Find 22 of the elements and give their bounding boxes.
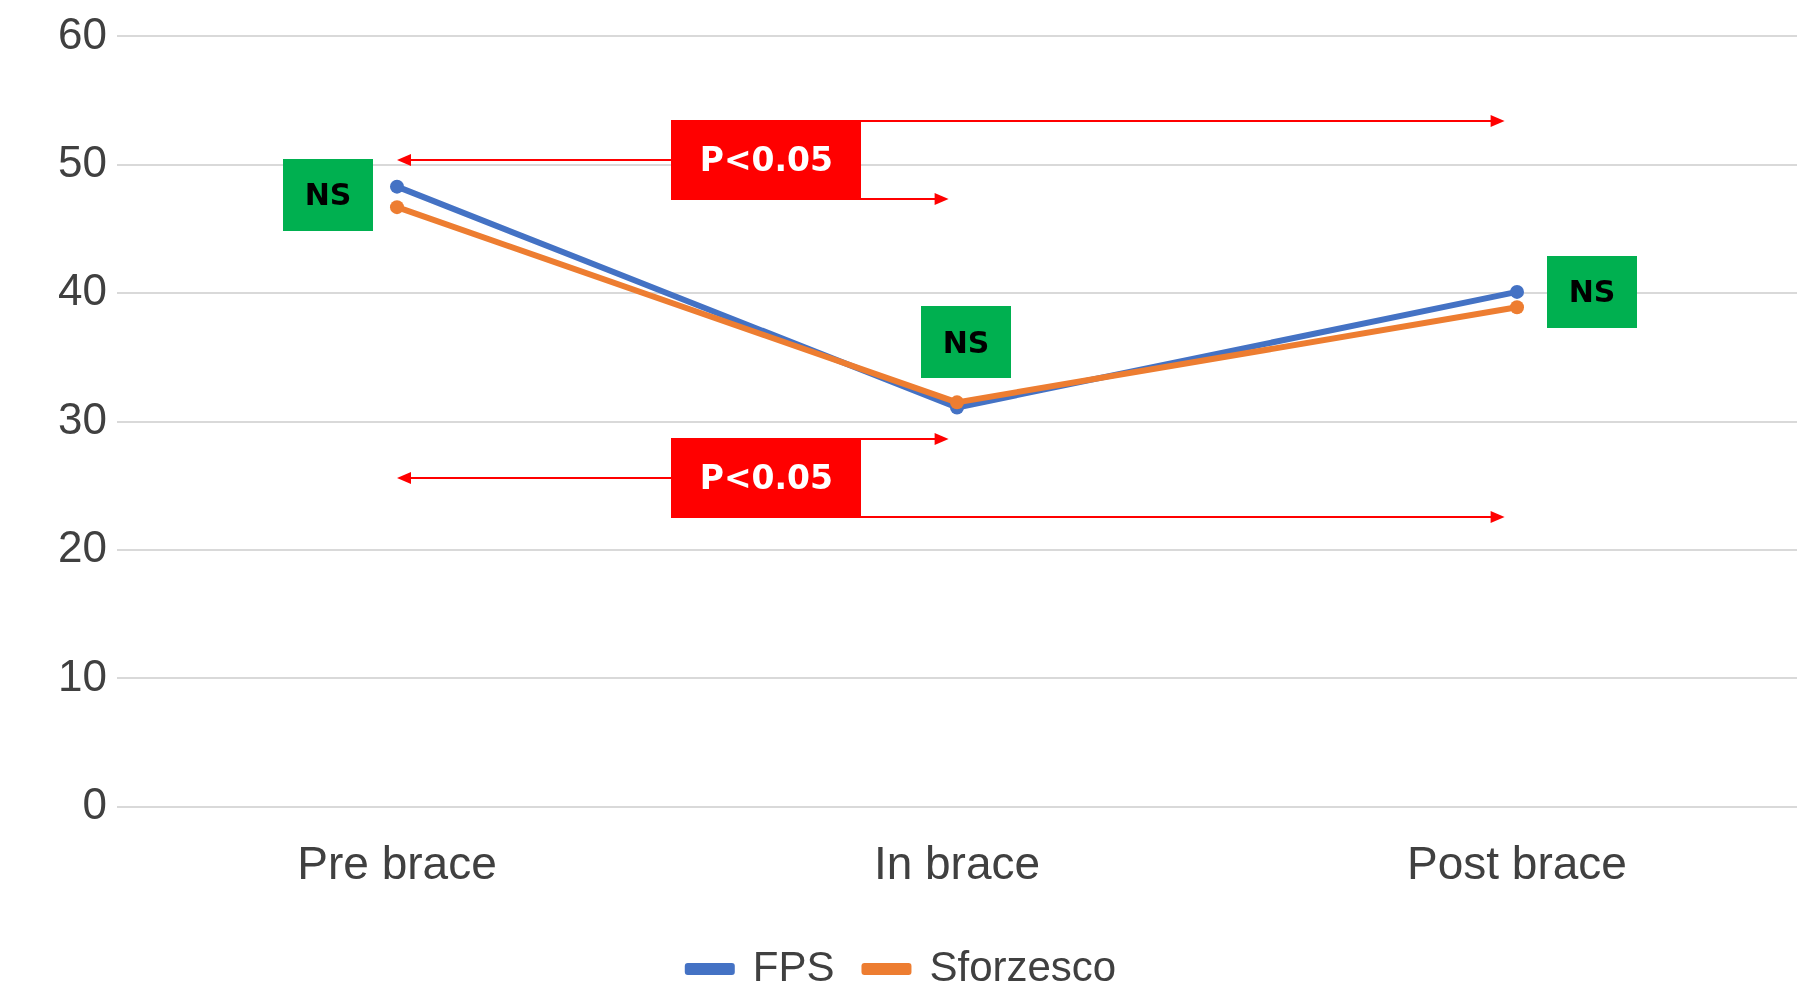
annotation: NS	[1547, 255, 1637, 328]
annotation: P<0.05	[671, 119, 862, 200]
y-tick-label: 60	[58, 8, 107, 58]
annotation: NS	[921, 306, 1011, 379]
point	[1510, 300, 1524, 315]
point	[950, 395, 964, 410]
x-tick-label: In brace	[873, 837, 1041, 890]
annotation: NS	[283, 158, 373, 231]
y-tick-label: 30	[58, 393, 107, 443]
point	[390, 200, 404, 215]
legend-label: FPS	[752, 942, 835, 990]
y-tick-label: 50	[58, 136, 107, 186]
legend-label: Sforzesco	[929, 942, 1117, 990]
y-tick-label: 10	[58, 650, 107, 700]
y-tick-label: 40	[58, 265, 107, 315]
y-tick-label: 0	[82, 778, 107, 828]
point	[1510, 284, 1524, 299]
y-tick-label: 20	[58, 522, 107, 572]
x-tick-label: Post brace	[1407, 837, 1627, 890]
annotation: P<0.05	[671, 437, 862, 518]
x-tick-label: Pre brace	[297, 837, 497, 890]
point	[390, 179, 404, 194]
